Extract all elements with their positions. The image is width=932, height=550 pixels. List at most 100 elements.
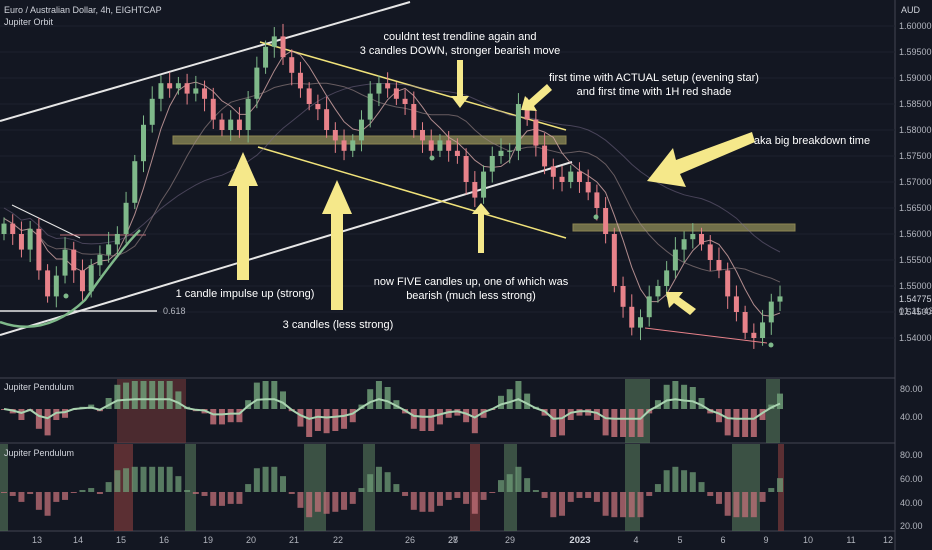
pendulum2-bar [445, 492, 452, 500]
pendulum2-bar [393, 484, 400, 492]
pendulum2-bar [402, 492, 409, 496]
price-tick: 1.59000 [899, 73, 932, 83]
pendulum-line [3, 398, 781, 420]
pendulum-bar [271, 381, 278, 409]
candle-body [219, 119, 225, 130]
pendulum2-bar [53, 492, 60, 502]
pendulum-bar [314, 409, 321, 431]
price-tick: 1.54000 [899, 333, 932, 343]
candle-body [463, 156, 469, 182]
annotation-text: couldnt test trendline again and [384, 31, 537, 43]
time-tick: 11 [846, 535, 855, 545]
price-tick: 1.54500 [899, 307, 932, 317]
pendulum2-bar [532, 490, 539, 492]
pane-shade [732, 444, 760, 531]
time-tick: 20 [246, 535, 256, 545]
candle-body [1, 223, 7, 234]
candle-body [437, 140, 443, 151]
candle-body [428, 140, 434, 151]
candle-body [62, 249, 68, 276]
pendulum2-bar [70, 492, 77, 493]
pendulum-bar [480, 409, 487, 418]
time-tick: 4 [633, 535, 638, 545]
candle-body [175, 83, 181, 89]
pendulum-bar [105, 398, 112, 409]
pendulum-bar [750, 409, 757, 437]
pendulum-bar [131, 381, 138, 409]
pendulum2-bar [149, 466, 156, 492]
pendulum2-bar [27, 492, 34, 494]
candle-body [289, 57, 295, 73]
pendulum2-bar [707, 492, 714, 496]
pendulum2-bar [463, 492, 470, 504]
candle-body [149, 98, 155, 125]
currency-label: AUD [901, 5, 921, 15]
pendulum2-bar [628, 492, 635, 518]
pendulum-bar [672, 381, 679, 409]
pendulum-bar [236, 409, 243, 423]
pane2-tick: 60.00 [900, 474, 923, 484]
pendulum-bar [463, 409, 470, 423]
pendulum2-bar [550, 492, 557, 518]
pendulum-bar [149, 381, 156, 409]
pendulum2-bar [306, 492, 313, 518]
pendulum2-bar [227, 492, 234, 504]
arrow-up-icon [472, 203, 490, 253]
pendulum-bar [724, 409, 731, 436]
price-tick: 1.56500 [899, 203, 932, 213]
candle-body [18, 234, 24, 250]
candle-body [594, 192, 600, 208]
pendulum2-bar [689, 472, 696, 492]
candle-body [332, 130, 338, 141]
candle-body [79, 270, 85, 292]
orbit-curve [0, 229, 141, 328]
price-tick: 1.58500 [899, 99, 932, 109]
pendulum2-bar [253, 468, 260, 492]
candle-body [306, 88, 312, 104]
pendulum-bar [384, 387, 391, 409]
price-tick: 1.55500 [899, 255, 932, 265]
pendulum2-bar [236, 492, 243, 504]
pendulum-bar [306, 409, 313, 437]
pendulum2-bar [280, 476, 287, 492]
pendulum-bar [332, 409, 339, 431]
candle-body [777, 296, 783, 302]
pendulum-bar [245, 400, 252, 409]
pendulum-bar [428, 409, 435, 431]
candle-body [97, 254, 103, 266]
pendulum2-bar [175, 476, 182, 492]
pendulum-bar [506, 389, 513, 409]
arrow-up-icon [228, 152, 258, 280]
pendulum2-bar [367, 474, 374, 492]
pane1-tick: 40.00 [900, 412, 923, 422]
last-price-label: 1.54775 [899, 294, 932, 304]
pendulum-bar [698, 398, 705, 409]
pendulum2-bar [742, 492, 749, 518]
candle-body [245, 98, 251, 130]
signal-dot [63, 293, 69, 299]
pendulum2-bar [1, 492, 7, 493]
pendulum2-bar [602, 492, 609, 516]
price-tick: 1.58000 [899, 125, 932, 135]
resistance-zone [172, 135, 567, 145]
pendulum2-bar [428, 492, 435, 512]
candle-body [533, 119, 539, 146]
pendulum-bar [550, 409, 557, 437]
pendulum-bar [689, 387, 696, 409]
candle-body [620, 286, 626, 307]
price-tick: 1.57500 [899, 151, 932, 161]
pendulum2-bar [96, 492, 103, 494]
annotation-text: bearish (much less strong) [406, 290, 536, 302]
pendulum-bar [637, 409, 644, 437]
pendulum-bar [471, 409, 478, 434]
candle-body [655, 286, 661, 297]
time-tick: 19 [203, 535, 213, 545]
fib-label: 0.618 [163, 306, 186, 316]
candle-body [664, 270, 670, 286]
pendulum2-bar [323, 492, 330, 514]
arrow-down-icon [451, 60, 469, 108]
candle-body [27, 228, 33, 250]
candle-body [141, 124, 147, 162]
time-tick: 5 [677, 535, 682, 545]
